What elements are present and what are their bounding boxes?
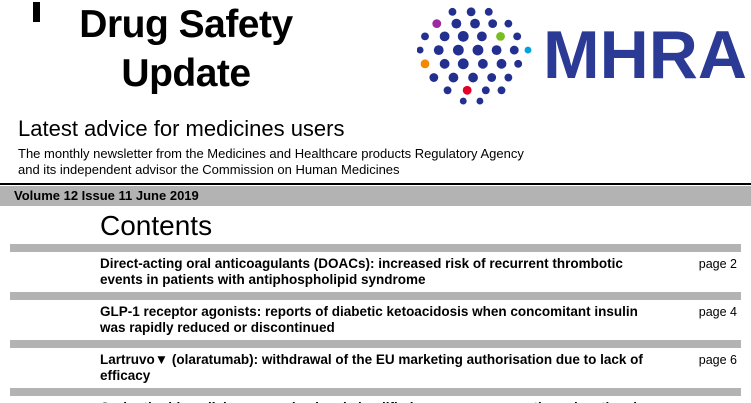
masthead-title-line1: Drug Safety — [79, 3, 293, 46]
masthead-title-line2: Update — [121, 52, 251, 95]
masthead-title: Drug Safety Update — [36, 0, 336, 98]
tagline: Latest advice for medicines users — [18, 116, 345, 141]
toc-item-page: page 2 — [698, 257, 737, 271]
divider-rule — [0, 183, 751, 185]
toc-item-page: page 4 — [698, 305, 737, 319]
toc-item-title: Oral retinoid medicines▼: revised and si… — [100, 400, 662, 403]
contents-heading: Contents — [100, 210, 213, 241]
separator-bar — [10, 340, 741, 348]
table-of-contents: Direct-acting oral anticoagulants (DOACs… — [0, 244, 751, 403]
mhra-wordmark: MHRA — [543, 17, 747, 93]
mhra-logo: MHRA — [417, 4, 747, 106]
separator-bar — [10, 388, 741, 396]
masthead: Drug Safety Update MHRA — [0, 0, 751, 112]
toc-item-title: GLP-1 receptor agonists: reports of diab… — [100, 304, 638, 335]
intro-section: Latest advice for medicines users The mo… — [0, 112, 751, 178]
separator-bar — [10, 292, 741, 300]
toc-item-title: Lartruvo▼ (olaratumab): withdrawal of th… — [100, 352, 643, 383]
separator-bar — [10, 244, 741, 252]
toc-item-page: page 8 — [699, 400, 737, 403]
toc-item: Oral retinoid medicines▼: revised and si… — [0, 400, 751, 403]
toc-item: Lartruvo▼ (olaratumab): withdrawal of th… — [0, 352, 751, 386]
toc-item: GLP-1 receptor agonists: reports of diab… — [0, 304, 751, 338]
corner-mark — [33, 2, 40, 22]
mhra-dots-icon — [417, 7, 532, 105]
subtitle-line1: The monthly newsletter from the Medicine… — [18, 146, 524, 161]
toc-item: Direct-acting oral anticoagulants (DOACs… — [0, 256, 751, 290]
toc-item-title: Direct-acting oral anticoagulants (DOACs… — [100, 256, 623, 287]
toc-item-page: page 6 — [698, 353, 737, 367]
subtitle-line2: and its independent advisor the Commissi… — [18, 162, 400, 177]
issue-bar: Volume 12 Issue 11 June 2019 — [0, 186, 751, 206]
